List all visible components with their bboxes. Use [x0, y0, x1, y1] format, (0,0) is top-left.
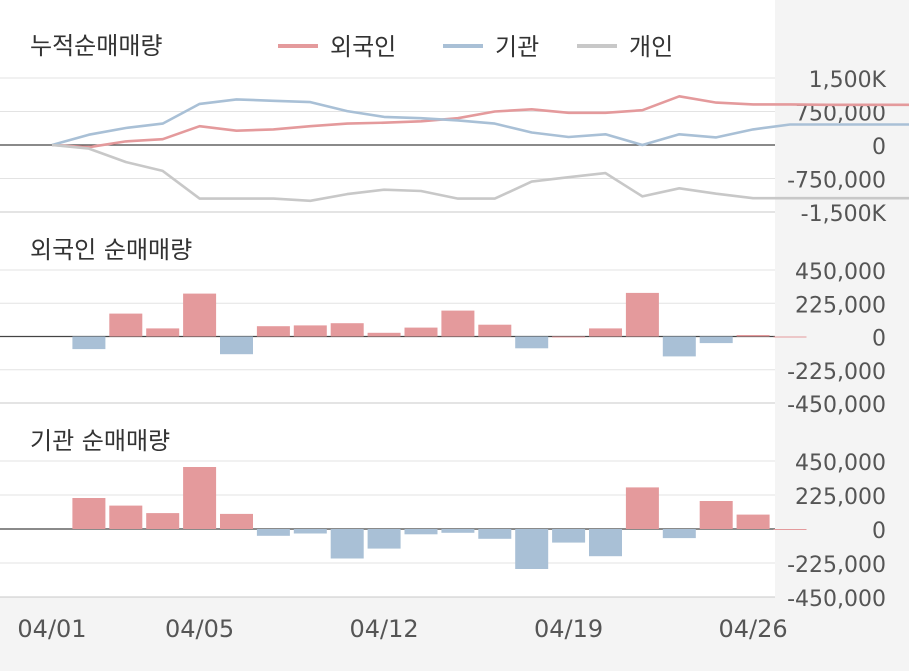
x-tick-label: 04/19 — [534, 615, 603, 643]
bar — [330, 323, 364, 337]
bar — [625, 487, 659, 529]
bar — [625, 292, 659, 337]
y-tick-label: 0 — [872, 519, 886, 544]
bar — [515, 529, 549, 569]
y-tick-label: 450,000 — [795, 260, 886, 285]
y-tick-label: 450,000 — [795, 451, 886, 476]
x-tick-label: 04/26 — [719, 615, 788, 643]
y-tick-label: 225,000 — [795, 485, 886, 510]
y-tick-label: -225,000 — [787, 553, 886, 578]
bar — [478, 324, 512, 337]
series-line — [51, 143, 909, 203]
bar — [552, 336, 586, 338]
y-tick-label: -1,500K — [801, 202, 887, 227]
panel-title: 누적순매매량 — [30, 32, 162, 60]
bar — [109, 313, 143, 337]
bar — [256, 529, 290, 536]
bar — [478, 529, 512, 539]
bar — [552, 529, 586, 543]
bar — [404, 327, 438, 337]
x-axis: 04/01 04/05 04/12 04/19 04/26 — [17, 615, 787, 643]
bar — [72, 336, 106, 350]
bar — [662, 336, 696, 357]
bar — [146, 513, 180, 529]
bar — [220, 336, 253, 355]
bar — [293, 325, 327, 337]
panel-title: 외국인 순매매량 — [30, 236, 192, 264]
bar — [773, 529, 807, 530]
foreign-net-trading-panel: 외국인 순매매량 450,000 225,000 0 -225,000 -450,000 — [0, 236, 886, 418]
y-tick-label: 225,000 — [795, 293, 886, 318]
bar — [256, 326, 290, 337]
bar — [736, 514, 770, 529]
bar — [404, 529, 438, 535]
bar — [699, 501, 733, 529]
series-line — [51, 98, 909, 147]
bar — [736, 335, 770, 337]
bar — [220, 513, 253, 529]
y-tick-label: -450,000 — [787, 393, 886, 418]
y-tick-label: 0 — [872, 135, 886, 160]
bar — [367, 332, 401, 337]
bar — [515, 336, 549, 349]
bar — [72, 498, 106, 529]
bar — [367, 529, 401, 549]
y-tick-label: -225,000 — [787, 360, 886, 385]
panel-title: 기관 순매매량 — [30, 427, 170, 455]
bar — [146, 328, 180, 337]
y-tick-label: -750,000 — [787, 169, 886, 194]
legend-label: 외국인 — [330, 33, 396, 61]
y-tick-label: 1,500K — [809, 68, 887, 93]
bar — [589, 328, 622, 337]
institution-net-trading-panel: 기관 순매매량 450,000 225,000 0 -225,000 -450,000 — [0, 427, 886, 612]
bar — [699, 336, 733, 344]
bar — [293, 529, 327, 534]
bar — [183, 467, 217, 529]
y-tick-label: 0 — [872, 327, 886, 352]
x-tick-label: 04/01 — [17, 615, 86, 643]
x-tick-label: 04/05 — [165, 615, 234, 643]
bar — [441, 310, 475, 337]
x-tick-label: 04/12 — [350, 615, 419, 643]
bar — [662, 529, 696, 539]
bar — [589, 529, 622, 557]
series-line — [51, 95, 909, 149]
bar — [183, 293, 217, 337]
bar — [773, 336, 807, 338]
legend-label: 개인 — [629, 33, 673, 61]
bar — [441, 529, 475, 533]
y-tick-label: -450,000 — [787, 587, 886, 612]
bar — [330, 529, 364, 559]
bar — [109, 505, 143, 529]
legend-label: 기관 — [495, 33, 539, 61]
